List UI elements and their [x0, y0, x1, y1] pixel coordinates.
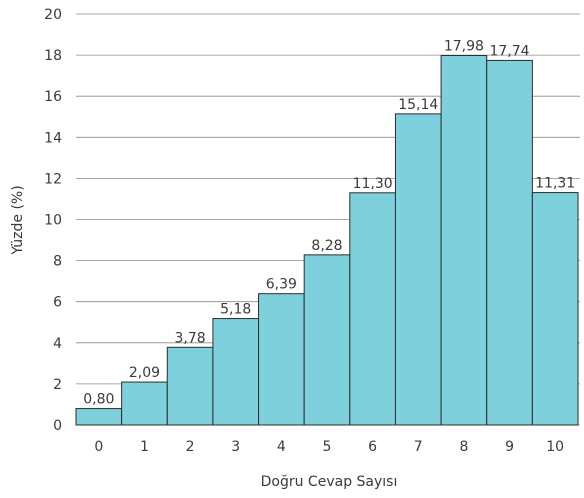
bar-2 — [166, 346, 214, 426]
bar-0 — [75, 408, 123, 426]
data-label: 2,09 — [129, 365, 160, 381]
y-tick-label: 6 — [53, 295, 62, 311]
y-tick-label: 4 — [53, 336, 62, 352]
y-tick-labels: 0 2 4 6 8 10 12 14 16 18 20 — [44, 7, 62, 434]
x-tick-label: 10 — [546, 439, 564, 455]
x-tick-label: 3 — [231, 439, 240, 455]
x-tick-label: 6 — [368, 439, 377, 455]
bar-6 — [349, 192, 396, 426]
y-tick-label: 12 — [44, 171, 62, 187]
bar-8 — [440, 55, 488, 426]
x-tick-label: 9 — [505, 439, 514, 455]
x-tick-label: 5 — [323, 439, 332, 455]
data-label: 11,30 — [353, 176, 393, 192]
data-label: 0,80 — [83, 392, 114, 408]
bar-5 — [303, 254, 351, 426]
y-tick-label: 10 — [44, 213, 62, 229]
data-label: 5,18 — [220, 302, 251, 318]
bar-10 — [531, 192, 579, 426]
y-tick-label: 18 — [44, 48, 62, 64]
data-label: 17,98 — [444, 39, 484, 55]
bar-4 — [258, 293, 305, 426]
y-tick-label: 8 — [53, 254, 62, 270]
x-tick-label: 2 — [186, 439, 195, 455]
x-tick-label: 7 — [414, 439, 423, 455]
y-tick-label: 0 — [53, 418, 62, 434]
bar-7 — [394, 113, 442, 426]
y-tick-label: 2 — [53, 377, 62, 393]
x-tick-labels: 0 1 2 3 4 5 6 7 8 9 10 — [94, 439, 564, 455]
x-tick-label: 4 — [277, 439, 286, 455]
data-label: 17,74 — [489, 43, 529, 59]
data-labels: 0,80 2,09 3,78 5,18 6,39 8,28 11,30 15,14 17,98 1… — [83, 39, 575, 408]
data-label: 6,39 — [266, 277, 297, 293]
x-tick-label: 1 — [140, 439, 149, 455]
data-label: 3,78 — [175, 330, 206, 346]
y-tick-label: 16 — [44, 89, 62, 105]
x-tick-label: 0 — [94, 439, 103, 455]
data-label: 11,31 — [535, 176, 575, 192]
bars — [75, 55, 579, 426]
y-axis-label: Yüzde (%) — [10, 185, 26, 255]
x-tick-label: 8 — [459, 439, 468, 455]
y-tick-label: 14 — [44, 130, 62, 146]
y-tick-label: 20 — [44, 7, 62, 23]
data-label: 8,28 — [311, 238, 342, 254]
bar-3 — [212, 318, 260, 426]
bar-9 — [486, 59, 533, 426]
bar-1 — [121, 381, 168, 426]
data-label: 15,14 — [398, 97, 438, 113]
x-axis-label: Doğru Cevap Sayısı — [261, 474, 398, 490]
